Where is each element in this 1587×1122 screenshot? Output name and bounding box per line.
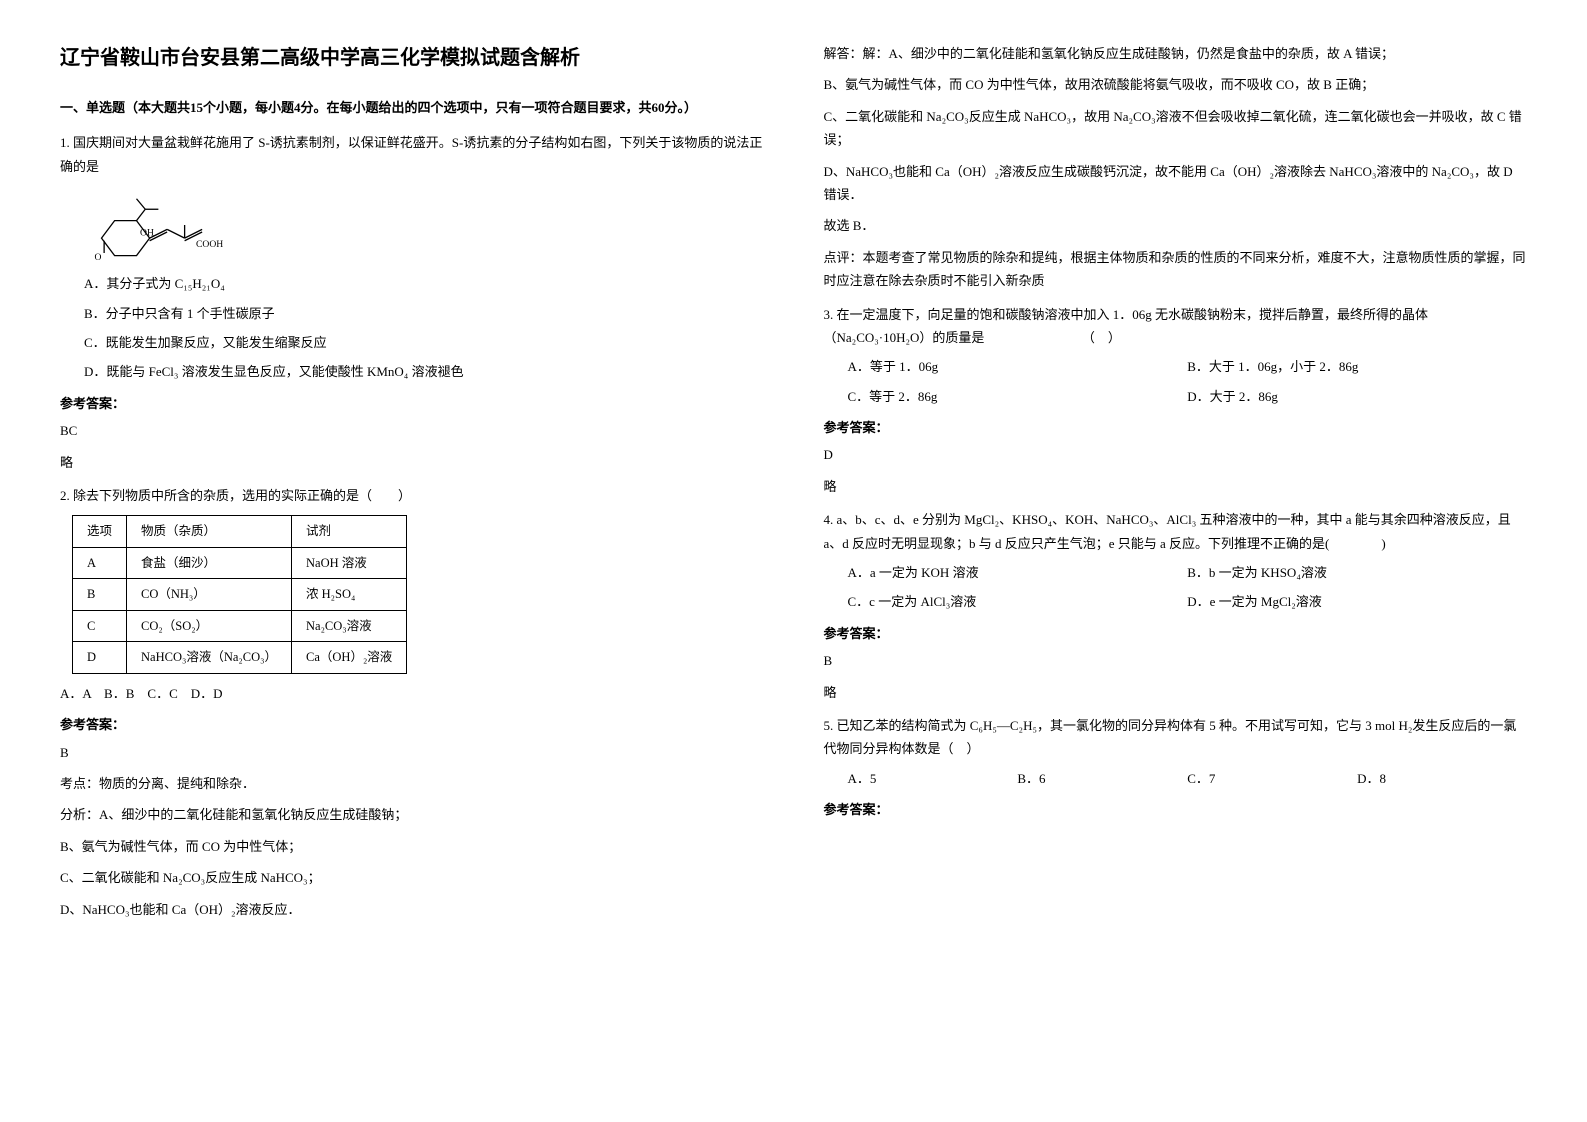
- q3-answer-1: D: [824, 443, 1528, 466]
- q2-r2c0: C: [73, 610, 127, 642]
- q2-r2c2: Na₂CO₃溶液: [292, 610, 407, 642]
- q2-kaodian: 考点：物质的分离、提纯和除杂．: [60, 772, 764, 795]
- q1-option-a: A．其分子式为 C₁₅H₂₁O₄: [84, 272, 764, 295]
- q1-stem: 1. 国庆期间对大量盆栽鲜花施用了 S-诱抗素制剂，以保证鲜花盛开。S-诱抗素的…: [60, 131, 764, 178]
- q2-r0c0: A: [73, 547, 127, 579]
- q2-fenxi-b: B、氨气为碱性气体，而 CO 为中性气体；: [60, 835, 764, 858]
- q5-option-c: C．7: [1187, 767, 1357, 790]
- q2-jieda-a: 解答：解：A、细沙中的二氧化硅能和氢氧化钠反应生成硅酸钠，仍然是食盐中的杂质，故…: [824, 42, 1528, 65]
- svg-text:O: O: [95, 252, 102, 260]
- svg-text:COOH: COOH: [196, 239, 223, 250]
- q2-r0c1: 食盐（细沙）: [127, 547, 292, 579]
- q2-r1c2: 浓 H₂SO₄: [292, 579, 407, 611]
- q2-choices: A．A B．B C．C D．D: [60, 682, 764, 705]
- q2-answer: B: [60, 741, 764, 764]
- q5-stem: 5. 已知乙苯的结构简式为 C₆H₅—C₂H₅，其一氯化物的同分异构体有 5 种…: [824, 714, 1528, 761]
- q4-option-c: C．c 一定为 AlCl₃溶液: [848, 590, 1188, 613]
- q3-option-d: D．大于 2．86g: [1187, 385, 1527, 408]
- q3-option-b: B．大于 1．06g，小于 2．86g: [1187, 355, 1527, 378]
- q2-th-0: 选项: [73, 516, 127, 548]
- q4-option-a: A．a 一定为 KOH 溶液: [848, 561, 1188, 584]
- q1-structure-diagram: O OH COOH: [84, 190, 224, 260]
- q2-jieda-d: D、NaHCO₃也能和 Ca（OH）₂溶液反应生成碳酸钙沉淀，故不能用 Ca（O…: [824, 160, 1528, 207]
- q2-r3c0: D: [73, 642, 127, 674]
- q2-th-2: 试剂: [292, 516, 407, 548]
- q3-answer-2: 略: [824, 475, 1528, 498]
- q2-r3c2: Ca（OH）₂溶液: [292, 642, 407, 674]
- q2-fenxi-c: C、二氧化碳能和 Na₂CO₃反应生成 NaHCO₃；: [60, 866, 764, 889]
- q2-fenxi-a: 分析：A、细沙中的二氧化硅能和氢氧化钠反应生成硅酸钠；: [60, 803, 764, 826]
- q2-dianping: 点评：本题考查了常见物质的除杂和提纯，根据主体物质和杂质的性质的不同来分析，难度…: [824, 246, 1528, 293]
- q2-jieda-b: B、氨气为碱性气体，而 CO 为中性气体，故用浓硫酸能将氨气吸收，而不吸收 CO…: [824, 73, 1528, 96]
- q2-table: 选项 物质（杂质） 试剂 A 食盐（细沙） NaOH 溶液 B CO（NH₃） …: [72, 515, 407, 674]
- q5-option-b: B．6: [1017, 767, 1187, 790]
- section-1-heading: 一、单选题（本大题共15个小题，每小题4分。在每小题给出的四个选项中，只有一项符…: [60, 96, 764, 119]
- q3-answer-label: 参考答案：: [824, 416, 1528, 439]
- q2-r1c0: B: [73, 579, 127, 611]
- q4-answer-label: 参考答案：: [824, 622, 1528, 645]
- q2-answer-label: 参考答案：: [60, 713, 764, 736]
- q2-jieda-c: C、二氧化碳能和 Na₂CO₃反应生成 NaHCO₃，故用 Na₂CO₃溶液不但…: [824, 105, 1528, 152]
- q1-option-c: C．既能发生加聚反应，又能发生缩聚反应: [84, 331, 764, 354]
- q3-stem: 3. 在一定温度下，向足量的饱和碳酸钠溶液中加入 1．06g 无水碳酸钠粉末，搅…: [824, 303, 1528, 350]
- q4-option-b: B．b 一定为 KHSO₄溶液: [1187, 561, 1527, 584]
- page-title: 辽宁省鞍山市台安县第二高级中学高三化学模拟试题含解析: [60, 40, 764, 76]
- q4-answer-2: 略: [824, 681, 1528, 704]
- q2-guxuan: 故选 B．: [824, 214, 1528, 237]
- q1-answer-1: BC: [60, 419, 764, 442]
- q2-r3c1: NaHCO₃溶液（Na₂CO₃）: [127, 642, 292, 674]
- q2-r0c2: NaOH 溶液: [292, 547, 407, 579]
- q2-fenxi-d: D、NaHCO₃也能和 Ca（OH）₂溶液反应．: [60, 898, 764, 921]
- q4-stem: 4. a、b、c、d、e 分别为 MgCl₂、KHSO₄、KOH、NaHCO₃、…: [824, 508, 1528, 555]
- q1-answer-2: 略: [60, 451, 764, 474]
- q3-option-c: C．等于 2．86g: [848, 385, 1188, 408]
- q3-option-a: A．等于 1．06g: [848, 355, 1188, 378]
- q1-option-b: B．分子中只含有 1 个手性碳原子: [84, 302, 764, 325]
- q2-stem: 2. 除去下列物质中所含的杂质，选用的实际正确的是（ ）: [60, 484, 764, 507]
- q2-r2c1: CO₂（SO₂）: [127, 610, 292, 642]
- q4-answer-1: B: [824, 649, 1528, 672]
- q5-option-d: D．8: [1357, 767, 1527, 790]
- q4-option-d: D．e 一定为 MgCl₂溶液: [1187, 590, 1527, 613]
- q1-option-d: D．既能与 FeCl₃ 溶液发生显色反应，又能使酸性 KMnO₄ 溶液褪色: [84, 360, 764, 383]
- q2-r1c1: CO（NH₃）: [127, 579, 292, 611]
- q1-answer-label: 参考答案：: [60, 392, 764, 415]
- svg-text:OH: OH: [140, 228, 154, 239]
- q5-option-a: A．5: [848, 767, 1018, 790]
- q5-answer-label: 参考答案：: [824, 798, 1528, 821]
- q2-th-1: 物质（杂质）: [127, 516, 292, 548]
